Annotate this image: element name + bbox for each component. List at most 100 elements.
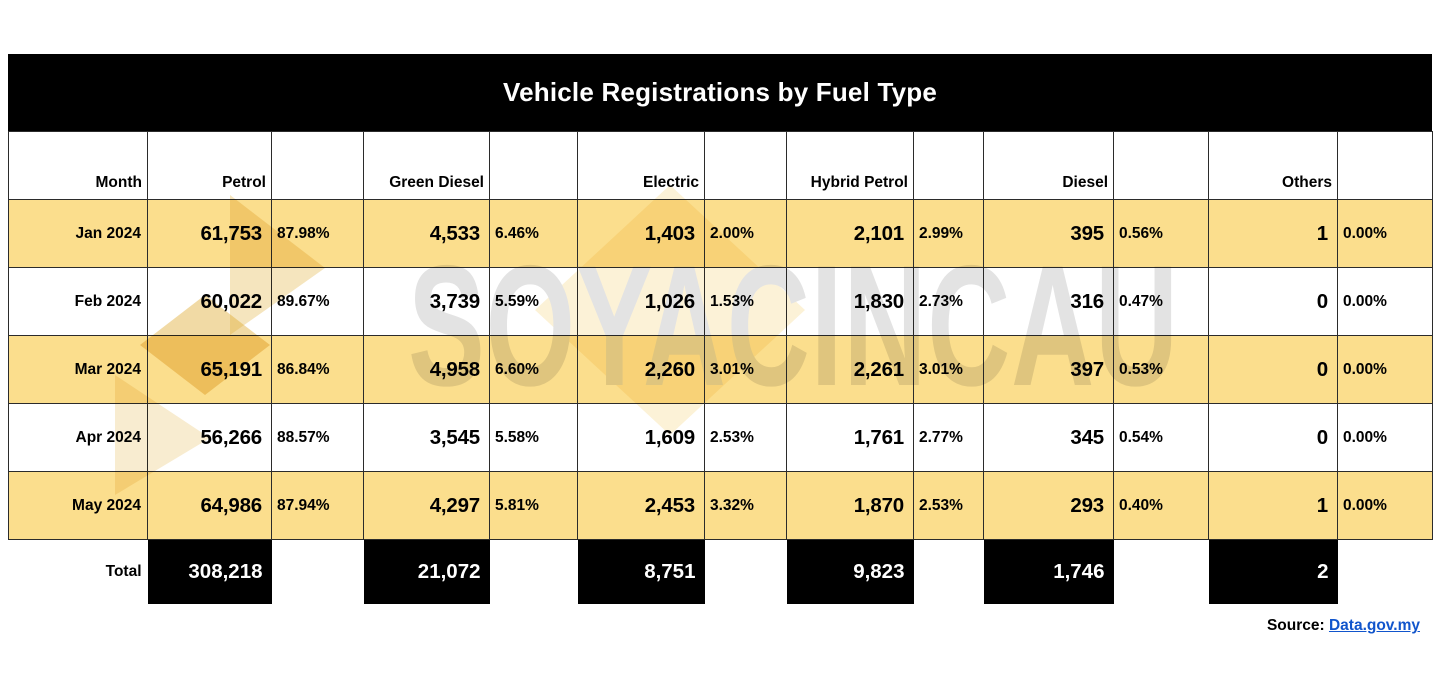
petrol-percent-cell: 87.98%	[271, 199, 364, 268]
month-cell: Jan 2024	[8, 199, 148, 268]
others-percent-cell: 0.00%	[1337, 403, 1433, 472]
petrol-value-cell: 64,986	[147, 471, 272, 540]
electric-value-cell: 1,403	[577, 199, 705, 268]
diesel-percent-cell: 0.47%	[1113, 267, 1209, 336]
hybrid_petrol-percent-cell: 3.01%	[913, 335, 984, 404]
hybrid_petrol-value-cell: 1,761	[786, 403, 914, 472]
diesel-percent-cell: 0.54%	[1113, 403, 1209, 472]
col-header-green_diesel: Green Diesel	[363, 131, 490, 200]
green_diesel-value-cell: 3,545	[363, 403, 490, 472]
hybrid_petrol-percent-cell: 2.77%	[913, 403, 984, 472]
petrol-total-percent-cell	[271, 539, 364, 604]
col-header-electric-percent	[704, 131, 787, 200]
hybrid_petrol-value-cell: 2,261	[786, 335, 914, 404]
hybrid_petrol-total-percent-cell	[913, 539, 984, 604]
total-row: Total 308,218 21,072 8,751 9,823 1,746 2	[8, 539, 1433, 604]
electric-total-cell: 8,751	[577, 539, 705, 604]
petrol-percent-cell: 87.94%	[271, 471, 364, 540]
source-link[interactable]: Data.gov.my	[1328, 617, 1420, 634]
col-header-green_diesel-percent	[489, 131, 578, 200]
green_diesel-percent-cell: 5.58%	[489, 403, 578, 472]
table-row: Mar 2024 65,191 86.84% 4,958 6.60% 2,260 3.01%…	[8, 335, 1433, 404]
col-header-hybrid_petrol: Hybrid Petrol	[786, 131, 914, 200]
electric-total-percent-cell	[704, 539, 787, 604]
col-header-electric: Electric	[577, 131, 705, 200]
hybrid_petrol-percent-cell: 2.73%	[913, 267, 984, 336]
diesel-value-cell: 316	[983, 267, 1114, 336]
electric-percent-cell: 1.53%	[704, 267, 787, 336]
diesel-total-cell: 1,746	[983, 539, 1114, 604]
green_diesel-value-cell: 3,739	[363, 267, 490, 336]
total-label: Total	[8, 539, 148, 604]
diesel-percent-cell: 0.53%	[1113, 335, 1209, 404]
col-header-others-percent	[1337, 131, 1433, 200]
diesel-percent-cell: 0.56%	[1113, 199, 1209, 268]
others-percent-cell: 0.00%	[1337, 335, 1433, 404]
green_diesel-percent-cell: 6.60%	[489, 335, 578, 404]
green_diesel-percent-cell: 5.81%	[489, 471, 578, 540]
source-label: Source:	[1266, 617, 1325, 634]
electric-value-cell: 1,026	[577, 267, 705, 336]
green_diesel-total-percent-cell	[489, 539, 578, 604]
others-value-cell: 1	[1208, 471, 1338, 540]
others-value-cell: 0	[1208, 335, 1338, 404]
col-header-petrol: Petrol	[147, 131, 272, 200]
others-value-cell: 1	[1208, 199, 1338, 268]
table-row: Jan 2024 61,753 87.98% 4,533 6.46% 1,403 2.00%…	[8, 199, 1433, 268]
hybrid_petrol-value-cell: 1,870	[786, 471, 914, 540]
green_diesel-value-cell: 4,297	[363, 471, 490, 540]
petrol-percent-cell: 89.67%	[271, 267, 364, 336]
hybrid_petrol-percent-cell: 2.53%	[913, 471, 984, 540]
petrol-percent-cell: 88.57%	[271, 403, 364, 472]
diesel-value-cell: 395	[983, 199, 1114, 268]
hybrid_petrol-total-cell: 9,823	[786, 539, 914, 604]
hybrid_petrol-value-cell: 2,101	[786, 199, 914, 268]
diesel-value-cell: 345	[983, 403, 1114, 472]
page-title: Vehicle Registrations by Fuel Type	[503, 77, 937, 107]
diesel-value-cell: 397	[983, 335, 1114, 404]
electric-percent-cell: 2.00%	[704, 199, 787, 268]
green_diesel-value-cell: 4,958	[363, 335, 490, 404]
petrol-percent-cell: 86.84%	[271, 335, 364, 404]
table-row: Apr 2024 56,266 88.57% 3,545 5.58% 1,609 2.53%…	[8, 403, 1433, 472]
others-percent-cell: 0.00%	[1337, 199, 1433, 268]
col-header-diesel: Diesel	[983, 131, 1114, 200]
col-header-hybrid_petrol-percent	[913, 131, 984, 200]
electric-value-cell: 2,260	[577, 335, 705, 404]
electric-percent-cell: 2.53%	[704, 403, 787, 472]
green_diesel-total-cell: 21,072	[363, 539, 490, 604]
petrol-value-cell: 65,191	[147, 335, 272, 404]
month-cell: May 2024	[8, 471, 148, 540]
header-row: Month Petrol Green Diesel Electric Hybrid Pe…	[8, 131, 1433, 200]
month-cell: Feb 2024	[8, 267, 148, 336]
hybrid_petrol-value-cell: 1,830	[786, 267, 914, 336]
title-bar: Vehicle Registrations by Fuel Type	[8, 54, 1432, 131]
electric-value-cell: 1,609	[577, 403, 705, 472]
month-cell: Mar 2024	[8, 335, 148, 404]
month-cell: Apr 2024	[8, 403, 148, 472]
others-total-cell: 2	[1208, 539, 1338, 604]
hybrid_petrol-percent-cell: 2.99%	[913, 199, 984, 268]
col-header-diesel-percent	[1113, 131, 1209, 200]
petrol-value-cell: 56,266	[147, 403, 272, 472]
petrol-value-cell: 61,753	[147, 199, 272, 268]
electric-percent-cell: 3.01%	[704, 335, 787, 404]
source-line: Source: Data.gov.my	[1267, 617, 1420, 635]
others-total-percent-cell	[1337, 539, 1433, 604]
diesel-percent-cell: 0.40%	[1113, 471, 1209, 540]
green_diesel-value-cell: 4,533	[363, 199, 490, 268]
col-header-petrol-percent	[271, 131, 364, 200]
petrol-value-cell: 60,022	[147, 267, 272, 336]
others-percent-cell: 0.00%	[1337, 471, 1433, 540]
green_diesel-percent-cell: 6.46%	[489, 199, 578, 268]
diesel-value-cell: 293	[983, 471, 1114, 540]
petrol-total-cell: 308,218	[147, 539, 272, 604]
others-percent-cell: 0.00%	[1337, 267, 1433, 336]
electric-value-cell: 2,453	[577, 471, 705, 540]
others-value-cell: 0	[1208, 267, 1338, 336]
diesel-total-percent-cell	[1113, 539, 1209, 604]
green_diesel-percent-cell: 5.59%	[489, 267, 578, 336]
col-header-month: Month	[8, 131, 148, 200]
registrations-table: Month Petrol Green Diesel Electric Hybrid Pe…	[8, 131, 1433, 604]
col-header-others: Others	[1208, 131, 1338, 200]
